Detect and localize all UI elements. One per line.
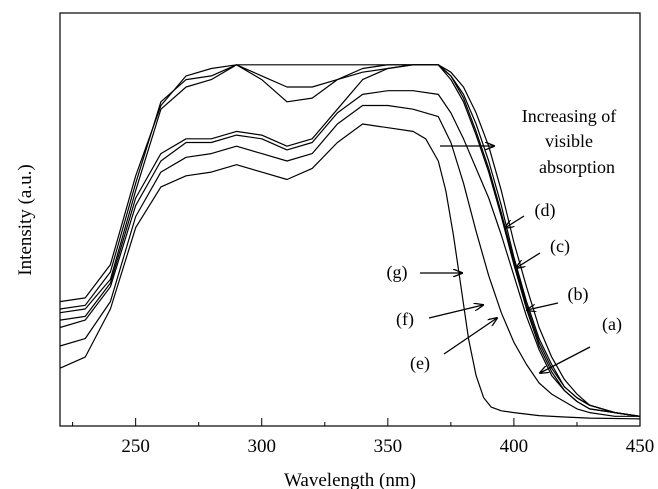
series-line-f xyxy=(59,104,640,417)
x-tick-label-300: 300 xyxy=(247,436,276,457)
series-label-b: (b) xyxy=(568,284,589,305)
series-label-g: (g) xyxy=(387,262,408,283)
x-axis-title: Wavelength (nm) xyxy=(284,470,416,489)
series-label-arrow-b xyxy=(527,302,559,310)
series-line-d xyxy=(59,64,641,417)
x-axis-ticks xyxy=(72,418,641,426)
series-line-e xyxy=(59,90,641,417)
series-label-d: (d) xyxy=(535,200,556,221)
x-axis-tick-labels: 250 300 350 400 450 xyxy=(121,436,654,457)
series-label-arrow-d xyxy=(505,215,525,228)
annotation-line-3: absorption xyxy=(539,157,615,177)
series-line-g xyxy=(59,123,641,420)
x-tick-label-250: 250 xyxy=(121,436,150,457)
series-label-arrow-a xyxy=(540,346,591,373)
visible-absorption-annotation: Increasing of visible absorption xyxy=(440,106,616,177)
series-curves xyxy=(59,64,641,420)
x-tick-label-350: 350 xyxy=(374,436,403,457)
series-label-f: (f) xyxy=(396,309,414,330)
series-label-arrow-c xyxy=(516,252,541,268)
series-label-a: (a) xyxy=(602,314,622,335)
plot-area-frame xyxy=(59,12,641,427)
series-labels: (a) (b) (c) (d) (e) (f) (g) xyxy=(387,200,622,374)
series-label-e: (e) xyxy=(410,353,430,374)
series-label-c: (c) xyxy=(550,236,570,257)
series-label-arrow-e xyxy=(443,318,497,355)
x-tick-label-450: 450 xyxy=(626,436,655,457)
series-label-arrow-f xyxy=(428,305,483,319)
annotation-line-2: visible xyxy=(545,131,593,151)
y-axis-title: Intensity (a.u.) xyxy=(15,164,36,275)
x-tick-label-400: 400 xyxy=(500,436,529,457)
annotation-line-1: Increasing of xyxy=(522,106,616,126)
